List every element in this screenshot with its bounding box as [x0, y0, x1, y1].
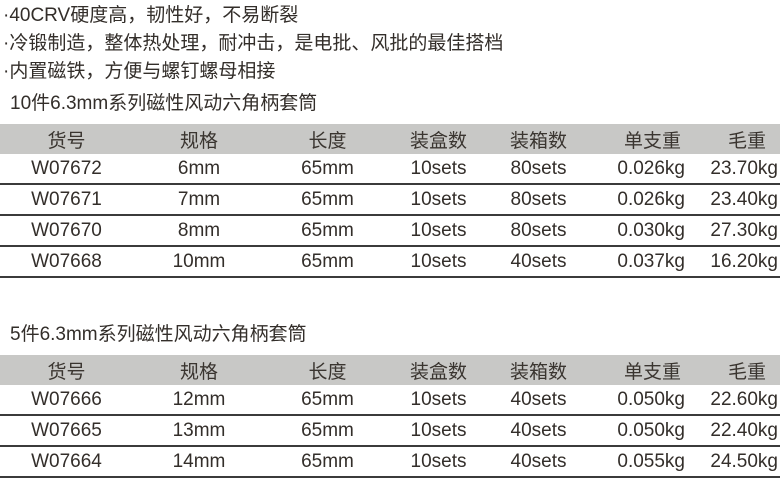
table-cell: 80sets — [487, 184, 590, 216]
table-cell: 65mm — [265, 215, 390, 247]
table-cell: W07670 — [0, 215, 133, 247]
table-cell: 10sets — [390, 184, 487, 216]
table-cell: 0.050kg — [590, 385, 695, 416]
section-title: 5件6.3mm系列磁性风动六角柄套筒 — [10, 324, 307, 345]
table-cell: 10sets — [390, 446, 487, 478]
feature-item: ·40CRV硬度高，韧性好，不易断裂 — [3, 5, 299, 26]
table-cell: 65mm — [265, 415, 390, 447]
table-cell: W07668 — [0, 246, 133, 278]
table-body: W07672 6mm 65mm 10sets 80sets 0.026kg 23.70kg W… — [0, 154, 780, 278]
table-cell: 0.026kg — [590, 184, 695, 216]
table-cell: W07665 — [0, 415, 133, 447]
column-header-carton-qty: 装箱数 — [487, 355, 590, 385]
table-cell: 40sets — [487, 446, 590, 478]
table-header: 货号 规格 长度 装盒数 装箱数 单支重 毛重 — [0, 124, 780, 154]
table-cell: 13mm — [133, 415, 265, 447]
table-cell: 22.40kg — [695, 415, 780, 447]
feature-item: ·冷锻制造，整体热处理，耐冲击，是电批、风批的最佳搭档 — [3, 33, 504, 54]
table-cell: 0.050kg — [590, 415, 695, 447]
table-cell: 22.60kg — [695, 385, 780, 416]
column-header-unit-weight: 单支重 — [590, 355, 695, 385]
table-cell: 40sets — [487, 415, 590, 447]
column-header-gross-weight: 毛重 — [695, 124, 780, 154]
column-header-carton-qty: 装箱数 — [487, 124, 590, 154]
table-cell: 0.030kg — [590, 215, 695, 247]
table-cell: 10sets — [390, 154, 487, 185]
table-body: W07666 12mm 65mm 10sets 40sets 0.050kg 22.60kg… — [0, 385, 780, 478]
table-cell: 10sets — [390, 215, 487, 247]
table-cell: 10sets — [390, 246, 487, 278]
table-cell: 40sets — [487, 246, 590, 278]
table-cell: 65mm — [265, 154, 390, 185]
column-header-gross-weight: 毛重 — [695, 355, 780, 385]
table-cell: 14mm — [133, 446, 265, 478]
table-cell: 40sets — [487, 385, 590, 416]
table-row: W07670 8mm 65mm 10sets 80sets 0.030kg 27.30kg — [0, 215, 780, 247]
product-section-10pc: 10件6.3mm系列磁性风动六角柄套筒 货号 规格 长度 装盒数 装箱数 单支重… — [0, 93, 780, 278]
table-header: 货号 规格 长度 装盒数 装箱数 单支重 毛重 — [0, 355, 780, 385]
table-cell: 10sets — [390, 415, 487, 447]
table-cell: 65mm — [265, 184, 390, 216]
table-cell: 27.30kg — [695, 215, 780, 247]
column-header-unit-weight: 单支重 — [590, 124, 695, 154]
table-cell: 0.037kg — [590, 246, 695, 278]
section-title: 10件6.3mm系列磁性风动六角柄套筒 — [10, 93, 318, 114]
table-cell: 65mm — [265, 446, 390, 478]
feature-item: ·内置磁铁，方便与螺钉螺母相接 — [3, 61, 276, 82]
table-cell: W07672 — [0, 154, 133, 185]
table-header-row: 货号 规格 长度 装盒数 装箱数 单支重 毛重 — [0, 355, 780, 385]
table-cell: 12mm — [133, 385, 265, 416]
table-row: W07668 10mm 65mm 10sets 40sets 0.037kg 16.20kg — [0, 246, 780, 278]
column-header-box-qty: 装盒数 — [390, 124, 487, 154]
table-row: W07671 7mm 65mm 10sets 80sets 0.026kg 23.40kg — [0, 184, 780, 216]
table-row: W07665 13mm 65mm 10sets 40sets 0.050kg 22.40kg — [0, 415, 780, 447]
table-cell: 8mm — [133, 215, 265, 247]
column-header-length: 长度 — [265, 124, 390, 154]
spec-table-10pc: 货号 规格 长度 装盒数 装箱数 单支重 毛重 W07672 6mm 65mm 10s… — [0, 124, 780, 278]
table-header-row: 货号 规格 长度 装盒数 装箱数 单支重 毛重 — [0, 124, 780, 154]
table-cell: 0.055kg — [590, 446, 695, 478]
table-cell: 10sets — [390, 385, 487, 416]
column-header-item-no: 货号 — [0, 355, 133, 385]
feature-list: ·40CRV硬度高，韧性好，不易断裂 ·冷锻制造，整体热处理，耐冲击，是电批、风… — [0, 0, 780, 86]
table-cell: W07664 — [0, 446, 133, 478]
table-row: W07666 12mm 65mm 10sets 40sets 0.050kg 22.60kg — [0, 385, 780, 416]
table-cell: 6mm — [133, 154, 265, 185]
column-header-length: 长度 — [265, 355, 390, 385]
product-section-5pc: 5件6.3mm系列磁性风动六角柄套筒 货号 规格 长度 装盒数 装箱数 单支重 … — [0, 324, 780, 478]
column-header-spec: 规格 — [133, 124, 265, 154]
table-cell: 80sets — [487, 154, 590, 185]
table-cell: 65mm — [265, 385, 390, 416]
table-cell: 10mm — [133, 246, 265, 278]
table-cell: 65mm — [265, 246, 390, 278]
table-row: W07672 6mm 65mm 10sets 80sets 0.026kg 23.70kg — [0, 154, 780, 185]
column-header-item-no: 货号 — [0, 124, 133, 154]
table-cell: 0.026kg — [590, 154, 695, 185]
table-cell: 7mm — [133, 184, 265, 216]
table-cell: W07666 — [0, 385, 133, 416]
table-cell: 23.40kg — [695, 184, 780, 216]
table-cell: 80sets — [487, 215, 590, 247]
column-header-box-qty: 装盒数 — [390, 355, 487, 385]
table-cell: 24.50kg — [695, 446, 780, 478]
spec-table-5pc: 货号 规格 长度 装盒数 装箱数 单支重 毛重 W07666 12mm 65mm 10… — [0, 355, 780, 478]
column-header-spec: 规格 — [133, 355, 265, 385]
table-cell: 23.70kg — [695, 154, 780, 185]
table-cell: 16.20kg — [695, 246, 780, 278]
table-cell: W07671 — [0, 184, 133, 216]
table-row: W07664 14mm 65mm 10sets 40sets 0.055kg 24.50kg — [0, 446, 780, 478]
